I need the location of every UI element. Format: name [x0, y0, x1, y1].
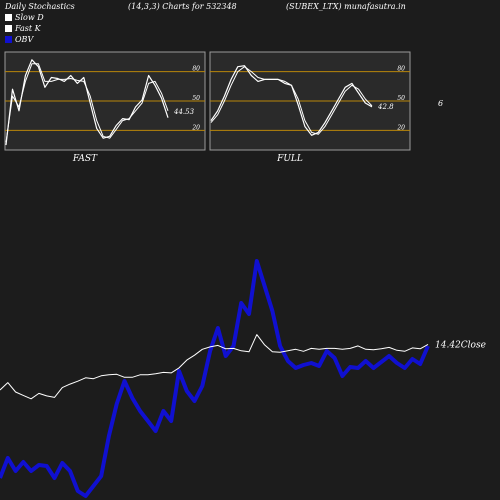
- fast-line-fast-k: [5, 59, 169, 146]
- legend-label-fast-k: Fast K: [15, 24, 41, 33]
- fast-ytick-20: 20: [191, 124, 200, 131]
- fast-ytick-80: 80: [192, 66, 200, 73]
- legend-obv: OBV: [5, 35, 33, 44]
- legend-swatch-obv: [5, 36, 12, 43]
- legend-slow-d: Slow D: [5, 13, 44, 22]
- legend-swatch-slow-d: [5, 14, 12, 21]
- close-last-value: 14.42Close: [435, 340, 486, 350]
- full-last-value: 42.8: [377, 103, 394, 111]
- legend-fast-k: Fast K: [5, 24, 41, 33]
- full-line-slow-d: [210, 66, 373, 135]
- legend-label-slow-d: Slow D: [15, 13, 44, 22]
- fast-last-value: 44.53: [173, 108, 195, 116]
- obv-line: [0, 259, 430, 498]
- fast-ytick-50: 50: [192, 95, 200, 102]
- full-ytick-80: 80: [397, 66, 405, 73]
- right-axis-label: 6: [438, 99, 443, 108]
- fast-line-slow-d: [5, 63, 169, 143]
- close-line: [0, 334, 429, 400]
- legend-swatch-fast-k: [5, 25, 12, 32]
- full-ytick-50: 50: [397, 95, 405, 102]
- chart-title: Daily Stochastics: [5, 2, 75, 11]
- chart-company: (SUBEX_LTX) munafasutra.in: [286, 2, 406, 11]
- chart-params: (14,3,3) Charts for 532348: [128, 2, 237, 11]
- fast-panel-label: FAST: [72, 154, 98, 164]
- full-ytick-20: 20: [396, 124, 405, 131]
- legend-label-obv: OBV: [15, 35, 34, 44]
- full-panel-label: FULL: [276, 154, 303, 164]
